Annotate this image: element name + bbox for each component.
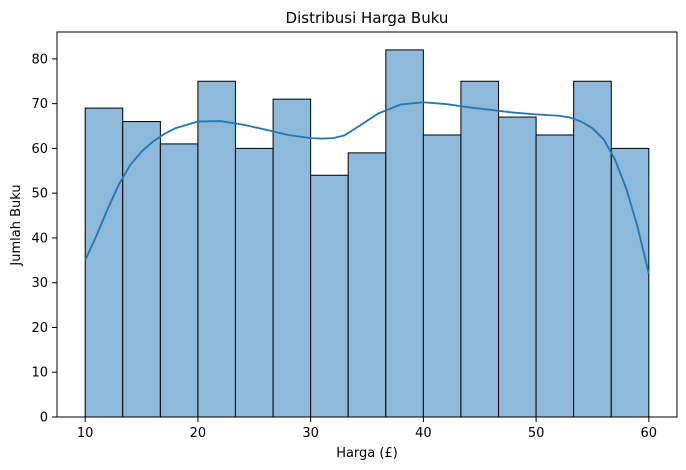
histogram-bar	[535, 134, 575, 418]
histogram-bar	[84, 107, 124, 418]
histogram-bar	[422, 134, 462, 418]
chart-title: Distribusi Harga Buku	[286, 9, 449, 27]
histogram-bar	[234, 147, 274, 418]
x-tick-label: 40	[415, 426, 432, 441]
y-tick-label: 10	[31, 366, 48, 381]
x-axis-label: Harga (£)	[336, 446, 398, 461]
y-tick-label: 40	[31, 231, 48, 246]
histogram-bar	[347, 152, 387, 418]
histogram-bar	[159, 143, 199, 418]
kde-line	[84, 101, 650, 274]
y-tick-label: 0	[40, 411, 48, 426]
x-tick-label: 20	[190, 426, 207, 441]
histogram-bar	[610, 147, 650, 418]
histogram-bar	[197, 80, 236, 418]
histogram-bar	[498, 116, 537, 418]
y-tick-label: 60	[31, 142, 48, 157]
histogram-bar	[310, 174, 349, 418]
x-tick-label: 50	[528, 426, 545, 441]
y-axis-label: Jumlah Buku	[9, 184, 24, 266]
histogram-bar	[460, 80, 500, 418]
bars-group	[84, 49, 650, 418]
histogram-bar	[272, 98, 312, 418]
y-tick-label: 70	[31, 97, 48, 112]
x-tick-label: 60	[641, 426, 658, 441]
x-axis: 10 20 30 40 50 60	[77, 417, 657, 441]
histogram-bar	[385, 49, 424, 418]
plot-frame	[56, 31, 678, 418]
y-tick-label: 20	[31, 321, 48, 336]
y-tick-label: 80	[31, 52, 48, 67]
x-tick-label: 30	[302, 426, 319, 441]
x-tick-label: 10	[77, 426, 94, 441]
kde-group	[84, 101, 650, 274]
y-tick-label: 50	[31, 187, 48, 202]
histogram-bar	[122, 121, 161, 418]
y-tick-label: 30	[31, 276, 48, 291]
y-axis: 0 10 20 30 40 50 60 70 80	[31, 52, 57, 426]
histogram-bar	[573, 80, 612, 418]
